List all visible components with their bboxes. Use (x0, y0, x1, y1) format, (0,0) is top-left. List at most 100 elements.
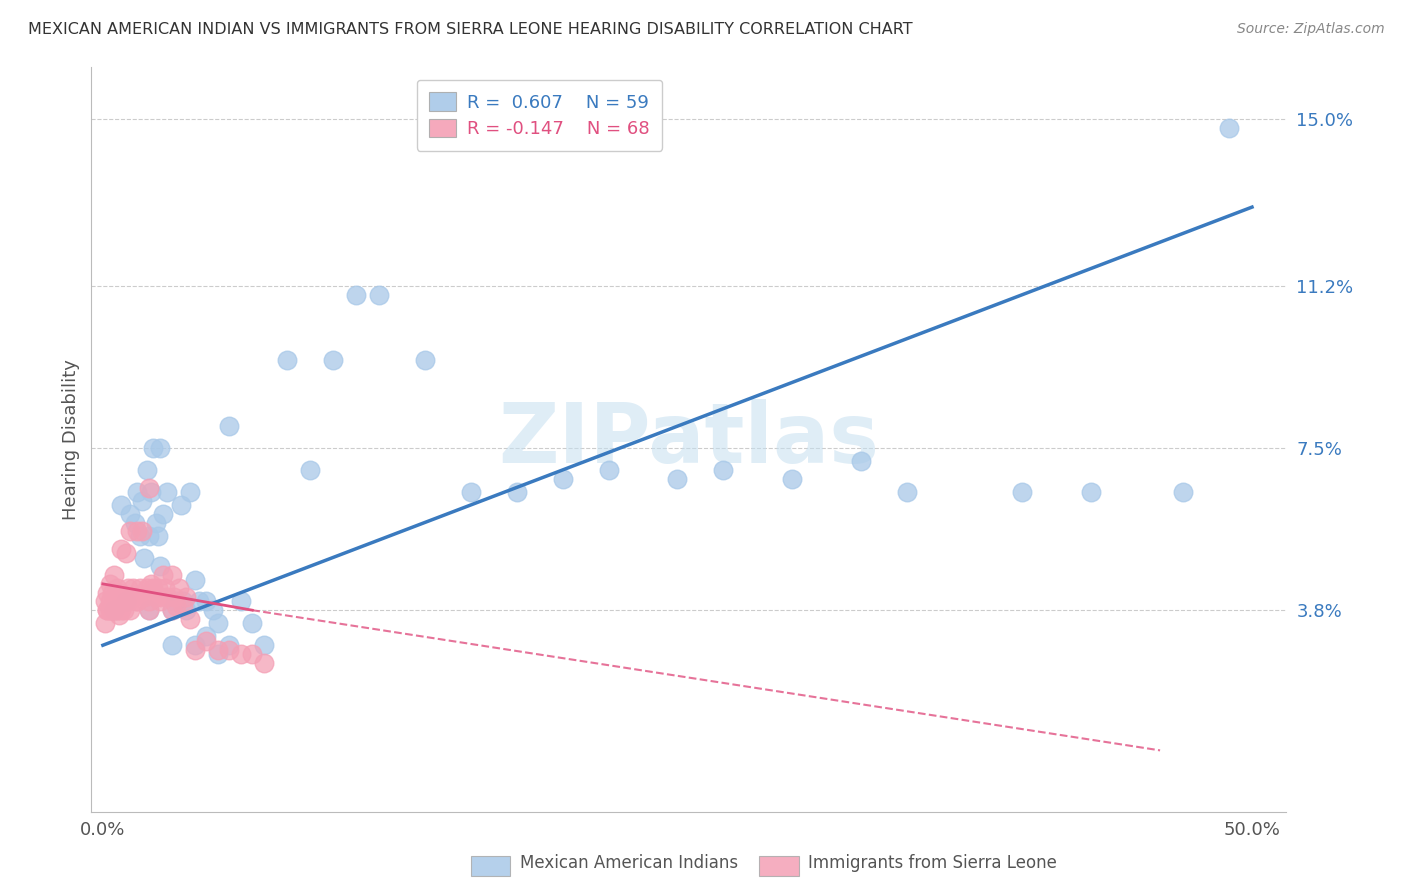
Point (153, 582, 176, 596)
Point (152, 568, 174, 582)
Point (103, 594, 125, 608)
Point (138, 481, 160, 495)
Point (344, 287, 367, 301)
Point (1011, 484, 1033, 499)
Point (128, 529, 150, 543)
Text: Mexican American Indians: Mexican American Indians (520, 855, 738, 872)
Point (98, 577, 121, 591)
Point (179, 612, 201, 626)
Text: Immigrants from Sierra Leone: Immigrants from Sierra Leone (808, 855, 1057, 872)
Text: Source: ZipAtlas.com: Source: ZipAtlas.com (1237, 22, 1385, 37)
Point (172, 594, 194, 608)
Point (120, 603, 142, 617)
Point (229, 594, 252, 608)
Point (134, 590, 156, 604)
Legend: R =  0.607    N = 59, R = -0.147    N = 68: R = 0.607 N = 59, R = -0.147 N = 68 (416, 79, 662, 151)
Point (896, 484, 918, 499)
Point (1218, 121, 1240, 136)
Point (120, 507, 142, 521)
Point (666, 472, 689, 486)
Point (115, 546, 138, 560)
Point (101, 585, 124, 599)
Point (112, 590, 135, 604)
Point (184, 642, 207, 657)
Point (253, 638, 276, 652)
Point (298, 463, 321, 477)
Point (195, 594, 218, 608)
Point (108, 594, 131, 608)
Point (195, 633, 218, 648)
Point (115, 594, 138, 608)
Point (149, 441, 172, 455)
Point (322, 353, 344, 368)
Point (551, 472, 574, 486)
Point (165, 594, 187, 608)
Point (115, 594, 138, 608)
Point (207, 647, 229, 661)
Text: MEXICAN AMERICAN INDIAN VS IMMIGRANTS FROM SIERRA LEONE HEARING DISABILITY CORRE: MEXICAN AMERICAN INDIAN VS IMMIGRANTS FR… (28, 22, 912, 37)
Point (121, 582, 143, 596)
Point (188, 594, 211, 608)
Point (276, 353, 298, 368)
Point (103, 603, 125, 617)
Point (229, 647, 252, 661)
Point (253, 656, 276, 670)
Point (135, 582, 157, 596)
Point (117, 582, 139, 596)
Point (145, 590, 167, 604)
Y-axis label: Hearing Disability: Hearing Disability (62, 359, 80, 520)
Point (96, 603, 118, 617)
Point (124, 590, 146, 604)
Point (174, 590, 197, 604)
Point (179, 484, 201, 499)
Point (170, 498, 193, 512)
Point (149, 594, 172, 608)
Point (105, 603, 128, 617)
Point (110, 541, 132, 556)
Point (110, 498, 132, 512)
Point (141, 577, 162, 591)
Point (174, 603, 197, 617)
Point (149, 559, 172, 574)
Point (105, 582, 128, 596)
Point (98, 603, 121, 617)
Point (218, 638, 240, 652)
Point (103, 594, 125, 608)
Point (115, 594, 138, 608)
Point (207, 642, 229, 657)
Point (96, 603, 118, 617)
Text: ZIPatlas: ZIPatlas (499, 399, 879, 480)
Point (138, 594, 160, 608)
Point (218, 642, 240, 657)
Point (105, 603, 128, 617)
Point (146, 529, 169, 543)
Point (598, 463, 620, 477)
Point (124, 516, 146, 530)
Point (138, 603, 160, 617)
Point (101, 603, 124, 617)
Point (184, 638, 207, 652)
Point (172, 599, 194, 613)
Point (160, 603, 183, 617)
Point (127, 524, 149, 539)
Point (127, 594, 149, 608)
Point (713, 463, 735, 477)
Point (146, 582, 169, 596)
Point (134, 550, 156, 565)
Point (1171, 484, 1194, 499)
Point (505, 484, 527, 499)
Point (218, 419, 240, 434)
Point (96, 585, 118, 599)
Point (108, 590, 131, 604)
Point (141, 484, 162, 499)
Point (167, 582, 190, 596)
Point (131, 524, 153, 539)
Point (165, 599, 187, 613)
Point (94, 616, 117, 631)
Point (131, 493, 153, 508)
Point (160, 603, 183, 617)
Point (413, 353, 436, 368)
Point (160, 568, 183, 582)
Point (160, 638, 183, 652)
Point (367, 287, 389, 301)
